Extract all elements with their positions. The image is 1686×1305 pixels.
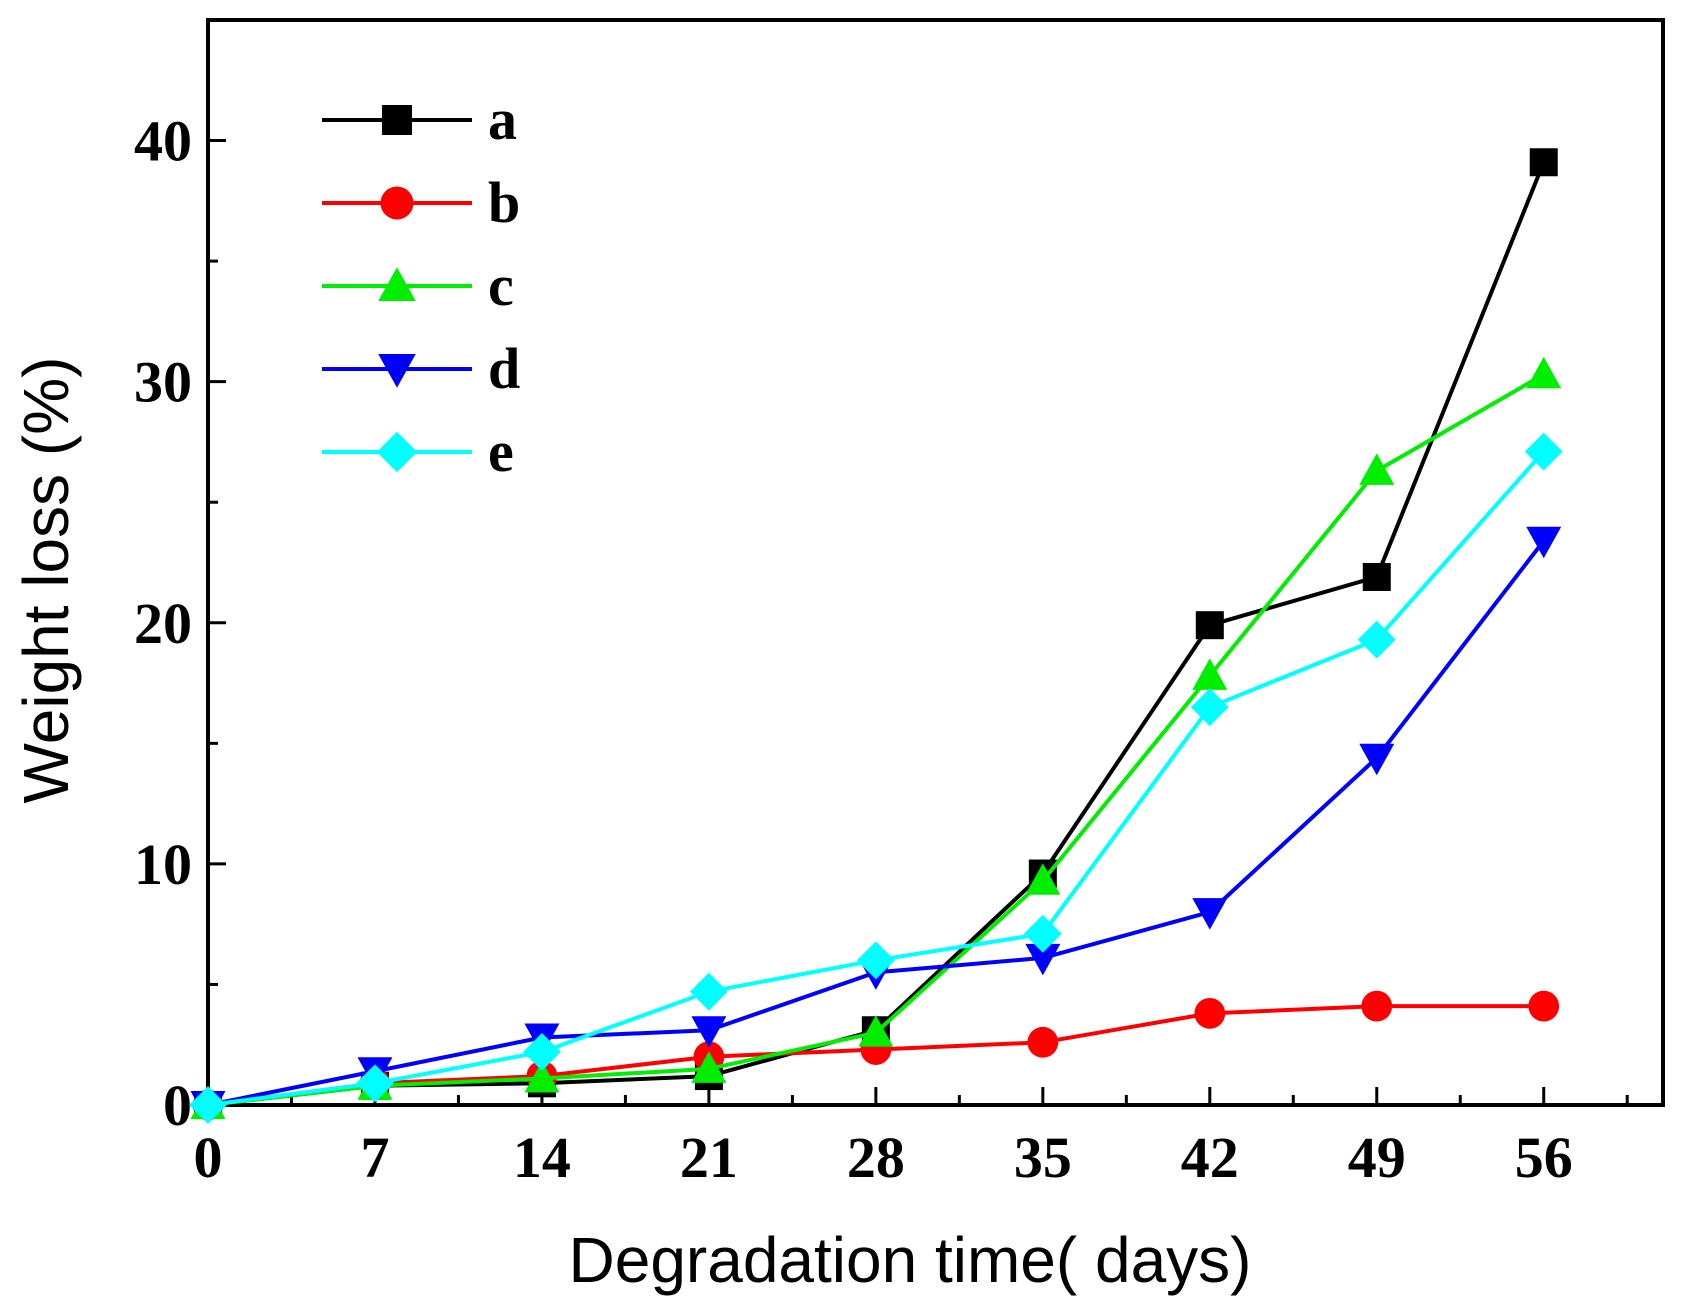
plot-frame [206,18,1665,1107]
data-point-c [1025,863,1061,895]
series-e [189,432,1563,1124]
data-point-e [1023,914,1062,953]
data-point-c [858,1015,894,1047]
legend-item-d: d [322,336,520,401]
x-tick-label: 14 [513,1125,571,1190]
data-point-b [1194,997,1226,1029]
data-point-a [1195,611,1224,640]
data-point-c [1192,658,1228,690]
x-tick-label: 35 [1014,1125,1072,1190]
x-tick-label: 42 [1181,1125,1239,1190]
data-point-e [1357,620,1396,659]
y-tick-label: 40 [134,109,192,174]
legend-label: d [488,336,520,401]
data-point-a [1529,148,1558,177]
data-point-c [524,1060,560,1093]
x-tick-label: 0 [194,1125,223,1190]
x-tick-label: 56 [1515,1125,1573,1190]
legend-marker [376,431,418,473]
data-point-e [1190,688,1229,727]
data-point-d [1025,943,1061,976]
data-point-a [1362,562,1391,591]
legend-marker [380,186,414,220]
data-point-b [1528,990,1560,1022]
y-tick-label: 20 [134,591,192,656]
legend-label: c [488,253,514,318]
data-point-d [691,1016,727,1048]
x-tick-label: 49 [1348,1125,1406,1190]
legend-label: b [488,170,520,235]
x-axis-title: Degradation time( days) [569,1224,1252,1296]
y-tick-label: 10 [134,832,192,897]
legend-marker [382,105,412,135]
data-point-d [1192,898,1228,930]
legend-item-e: e [322,419,514,484]
legend-item-a: a [322,87,517,152]
data-point-e [1524,432,1563,471]
legend-item-c: c [322,253,514,318]
y-tick-label: 30 [134,350,192,415]
data-point-e [356,1064,394,1103]
data-point-b [1027,1026,1059,1058]
data-point-e [523,1033,561,1071]
data-point-d [1359,743,1395,776]
data-point-c [1526,356,1562,389]
x-tick-label: 7 [360,1125,389,1190]
series-line-c [207,372,1545,1107]
data-point-e [690,972,728,1011]
legend-label: e [488,419,514,484]
legend-label: a [488,87,517,152]
data-point-e [856,941,895,980]
y-axis-title: Weight loss (%) [10,357,82,804]
x-tick-label: 21 [680,1125,738,1190]
legend-marker [378,354,416,388]
data-point-d [1526,526,1562,559]
legend-item-b: b [322,170,520,235]
data-point-c [1359,453,1395,485]
legend-marker [378,267,416,301]
x-tick-label: 28 [847,1125,905,1190]
data-point-b [1361,990,1393,1022]
data-point-c [691,1051,727,1083]
y-tick-label: 0 [163,1073,192,1138]
data-point-e [189,1086,227,1124]
